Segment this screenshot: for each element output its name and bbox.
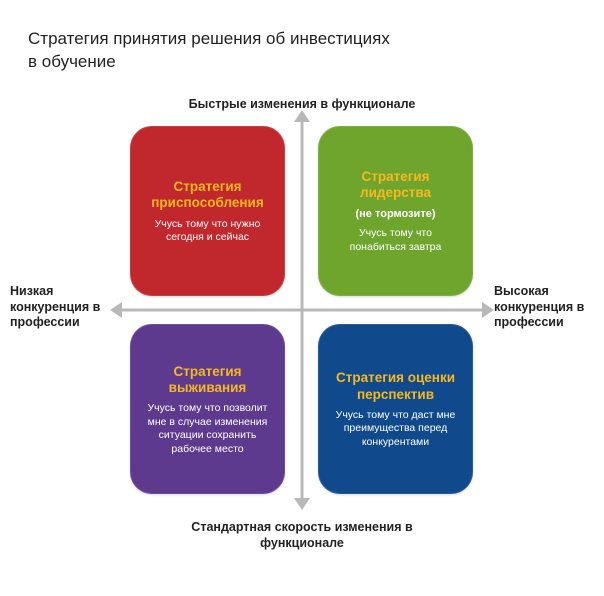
page-title: Стратегия принятия решения об инвестиция… <box>28 28 398 74</box>
quadrant-body: Учусь тому что позволит мне в случае изм… <box>142 402 273 457</box>
quadrant-title: Стратегия приспособления <box>142 179 273 211</box>
axis-horizontal <box>120 309 484 312</box>
quadrant-bottom-right: Стратегия оценки перспектив Учусь тому ч… <box>318 324 473 494</box>
quadrant-body: Учусь тому что даст мне преимущества пер… <box>330 409 461 450</box>
quadrant-title: Стратегия лидерства <box>330 169 461 201</box>
arrow-up-icon <box>294 110 310 122</box>
axis-label-right: Высокая конкуренция в профессии <box>494 284 604 331</box>
matrix-grid: Стратегия приспособления Учусь тому что … <box>120 120 484 500</box>
quadrant-body: Учусь тому что понабиться завтра <box>330 227 461 254</box>
axis-label-bottom: Стандартная скорость изменения в функцио… <box>172 520 432 551</box>
quadrant-subtitle: (не тормозите) <box>356 208 436 222</box>
quadrant-title: Стратегия выживания <box>142 364 273 396</box>
arrow-left-icon <box>110 302 122 318</box>
quadrant-bottom-left: Стратегия выживания Учусь тому что позво… <box>130 324 285 494</box>
arrow-down-icon <box>294 498 310 510</box>
arrow-right-icon <box>482 302 494 318</box>
quadrant-body: Учусь тому что нужно сегодня и сейчас <box>142 218 273 245</box>
axis-label-left: Низкая конкуренция в профессии <box>10 284 110 331</box>
quadrant-title: Стратегия оценки перспектив <box>330 370 461 402</box>
quadrant-top-left: Стратегия приспособления Учусь тому что … <box>130 126 285 296</box>
quadrant-top-right: Стратегия лидерства (не тормозите) Учусь… <box>318 126 473 296</box>
